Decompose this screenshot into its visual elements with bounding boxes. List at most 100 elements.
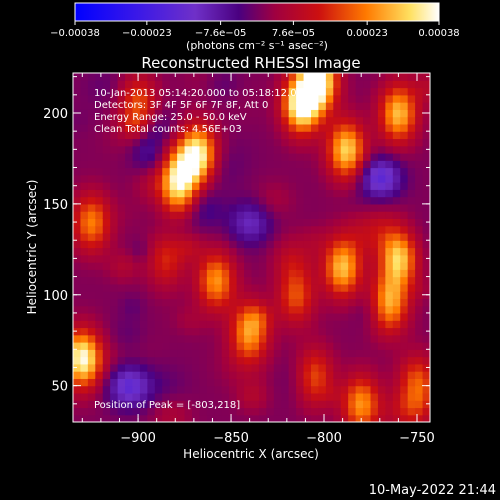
heatmap-cell <box>251 291 260 299</box>
heatmap-cell <box>132 94 141 103</box>
heatmap-cell <box>132 232 141 241</box>
heatmap-cell <box>370 131 379 140</box>
y-axis-label: Heliocentric Y (arcsec) <box>25 180 39 315</box>
heatmap-cell <box>258 378 267 387</box>
heatmap-cell <box>214 152 223 161</box>
heatmap-cell <box>214 167 223 176</box>
heatmap-cell <box>303 152 312 161</box>
heatmap-cell <box>348 123 357 132</box>
heatmap-cell <box>363 283 372 292</box>
heatmap-cell <box>355 385 364 394</box>
heatmap-cell <box>125 145 134 154</box>
heatmap-cell <box>132 160 141 169</box>
heatmap-cell <box>169 320 178 329</box>
heatmap-cell <box>95 123 104 132</box>
heatmap-cell <box>296 131 305 140</box>
heatmap-cell <box>266 73 275 81</box>
heatmap-cell <box>407 247 416 256</box>
heatmap-cell <box>340 371 349 379</box>
heatmap-cell <box>363 196 372 205</box>
heatmap-cell <box>132 174 141 183</box>
heatmap-cell <box>340 298 349 307</box>
heatmap-cell <box>139 109 148 118</box>
heatmap-cell <box>125 152 134 161</box>
heatmap-cell <box>296 349 305 358</box>
heatmap-cell <box>340 363 349 372</box>
heatmap-cell <box>340 94 349 103</box>
heatmap-cell <box>422 160 430 169</box>
heatmap-cell <box>311 152 320 161</box>
heatmap-cell <box>110 94 119 103</box>
heatmap-cell <box>221 182 230 190</box>
heatmap-cell <box>296 80 305 89</box>
heatmap-cell <box>392 218 401 227</box>
heatmap-cell <box>318 123 327 132</box>
heatmap-cell <box>162 167 171 176</box>
heatmap-cell <box>333 342 342 350</box>
heatmap-cell <box>214 276 223 285</box>
heatmap-cell <box>281 94 290 103</box>
heatmap-cell <box>117 225 126 234</box>
heatmap-cell <box>117 400 126 409</box>
heatmap-cell <box>184 254 193 263</box>
heatmap-cell <box>296 371 305 379</box>
heatmap-cell <box>73 138 82 147</box>
heatmap-cell <box>251 102 260 110</box>
heatmap-cell <box>318 232 327 241</box>
heatmap-cell <box>311 378 320 387</box>
heatmap-cell <box>87 305 96 314</box>
heatmap-cell <box>73 94 82 103</box>
heatmap-cell <box>400 232 409 241</box>
heatmap-cell <box>333 276 342 285</box>
heatmap-cell <box>221 145 230 154</box>
heatmap-cell <box>258 305 267 314</box>
heatmap-cell <box>95 247 104 256</box>
heatmap-cell <box>258 131 267 140</box>
heatmap-cell <box>407 400 416 409</box>
heatmap-cell <box>407 182 416 190</box>
heatmap-cell <box>400 334 409 343</box>
heatmap-cell <box>377 392 386 401</box>
heatmap-cell <box>192 182 201 190</box>
heatmap-cell <box>363 145 372 154</box>
heatmap-cell <box>251 262 260 270</box>
heatmap-cell <box>244 116 253 125</box>
heatmap-cell <box>80 80 89 89</box>
heatmap-cell <box>370 174 379 183</box>
heatmap-cell <box>355 378 364 387</box>
heatmap-cell <box>110 363 119 372</box>
heatmap-cell <box>288 160 297 169</box>
heatmap-cell <box>221 240 230 249</box>
heatmap-cell <box>206 145 215 154</box>
heatmap-cell <box>95 116 104 125</box>
heatmap-cell <box>385 305 394 314</box>
heatmap-cell <box>325 138 334 147</box>
heatmap-cell <box>214 131 223 140</box>
heatmap-cell <box>348 254 357 263</box>
heatmap-cell <box>199 116 208 125</box>
heatmap-cell <box>258 371 267 379</box>
heatmap-cell <box>392 211 401 220</box>
heatmap-cell <box>385 400 394 409</box>
heatmap-cell <box>229 232 238 241</box>
heatmap-cell <box>132 414 141 422</box>
heatmap-cell <box>199 131 208 140</box>
heatmap-cell <box>355 312 364 321</box>
heatmap-cell <box>422 94 430 103</box>
heatmap-cell <box>244 87 253 96</box>
heatmap-cell <box>236 247 245 256</box>
heatmap-cell <box>229 356 238 365</box>
heatmap-cell <box>110 298 119 307</box>
heatmap-cell <box>169 138 178 147</box>
heatmap-cell <box>400 123 409 132</box>
heatmap-cell <box>169 334 178 343</box>
heatmap-cell <box>169 145 178 154</box>
heatmap-cell <box>318 312 327 321</box>
heatmap-cell <box>400 94 409 103</box>
heatmap-cell <box>199 102 208 110</box>
heatmap-cell <box>377 320 386 329</box>
heatmap-cell <box>139 80 148 89</box>
heatmap-cell <box>87 371 96 379</box>
heatmap-cell <box>415 407 424 416</box>
heatmap-cell <box>273 211 282 220</box>
